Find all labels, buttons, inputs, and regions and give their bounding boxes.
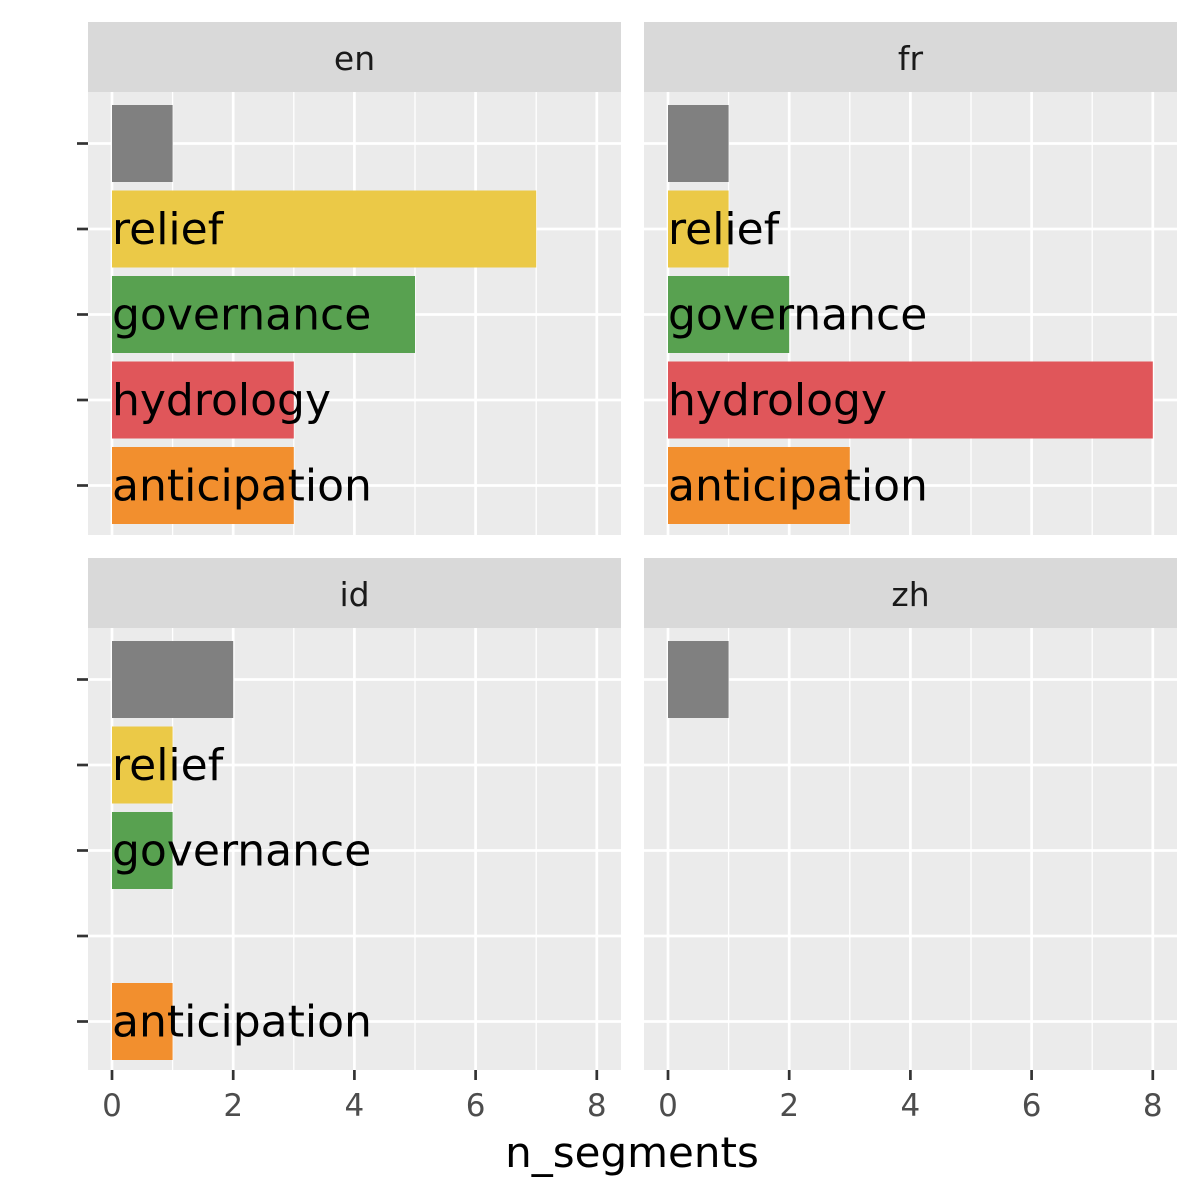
x-tick-label: 2 <box>779 1088 799 1124</box>
x-axis-title: n_segments <box>505 1128 759 1177</box>
bar-blank <box>112 105 173 182</box>
bar-governance <box>668 276 790 353</box>
bar-relief <box>112 190 537 268</box>
facet-panel-en: en relief governance hydrology anticipation <box>77 22 621 535</box>
bar-governance <box>112 276 415 353</box>
bar-blank <box>668 105 729 182</box>
bar-label: anticipation <box>668 461 928 512</box>
x-tick-label: 6 <box>466 1088 486 1124</box>
bar-hydrology <box>668 361 1153 439</box>
x-tick-label: 2 <box>223 1088 243 1124</box>
x-tick-label: 8 <box>587 1088 607 1124</box>
bar-governance <box>112 812 173 889</box>
bar-label: relief <box>112 740 225 791</box>
bar-label: governance <box>112 290 371 341</box>
bar-anticipation <box>112 983 173 1060</box>
facet-strip-label: fr <box>898 39 924 78</box>
facet-strip-label: zh <box>891 575 929 614</box>
bar-anticipation <box>112 447 294 524</box>
x-tick-label: 0 <box>658 1088 678 1124</box>
bar-hydrology <box>112 361 294 439</box>
facet-strip-label: en <box>334 39 375 78</box>
x-tick-label: 4 <box>901 1088 921 1124</box>
facet-strip <box>88 558 621 628</box>
bar-label: hydrology <box>112 375 331 426</box>
bar-blank <box>112 641 234 718</box>
bar-blank <box>668 641 729 718</box>
bar-label: anticipation <box>112 461 372 512</box>
facet-strip <box>644 22 1177 92</box>
bar-label: relief <box>668 204 781 255</box>
bar-label: governance <box>668 290 927 341</box>
x-tick-label: 4 <box>345 1088 365 1124</box>
facet-panel-fr: fr relief governance hydrology anticipation <box>644 22 1177 535</box>
x-tick-label: 6 <box>1022 1088 1042 1124</box>
bar-label: hydrology <box>668 375 887 426</box>
bar-anticipation <box>668 447 850 524</box>
x-tick-label: 0 <box>102 1088 122 1124</box>
x-tick-label: 8 <box>1143 1088 1163 1124</box>
facet-strip-label: id <box>339 575 369 614</box>
bar-relief <box>668 190 729 268</box>
facet-panel-zh: zh 0 2 4 6 8 <box>644 558 1177 1124</box>
bar-label: governance <box>112 826 371 877</box>
bar-relief <box>112 726 173 804</box>
facet-strip <box>88 22 621 92</box>
bar-label: anticipation <box>112 997 372 1048</box>
facet-strip <box>644 558 1177 628</box>
facet-panel-id: id relief governance anticipation 0 2 4 6 8 <box>77 558 621 1124</box>
bar-label: relief <box>112 204 225 255</box>
